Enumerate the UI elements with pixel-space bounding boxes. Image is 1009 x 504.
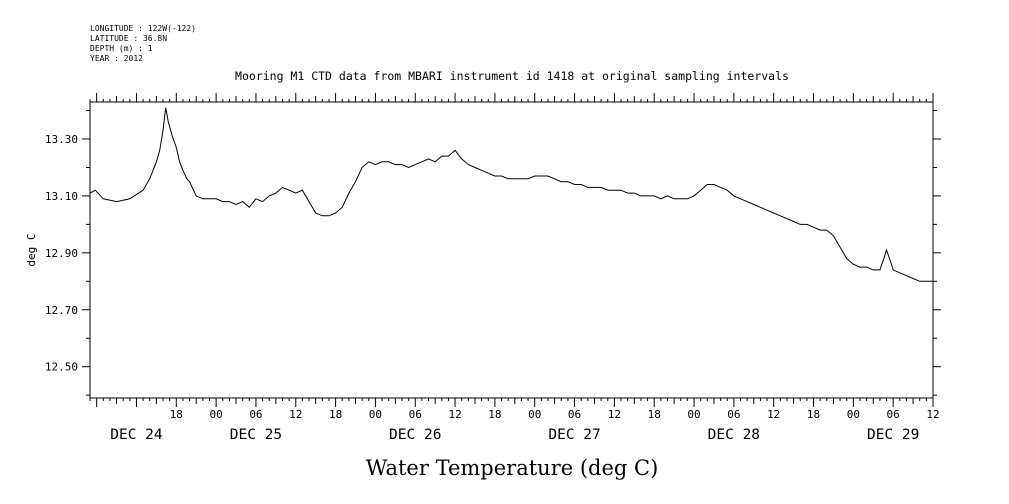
meta-year: YEAR : 2012 [90, 54, 143, 63]
y-tick-label: 12.90 [45, 247, 78, 260]
x-tick-label: 18 [329, 408, 342, 421]
meta-latitude: LATITUDE : 36.8N [90, 34, 167, 43]
x-tick-label: 00 [209, 408, 222, 421]
x-tick-label: 12 [448, 408, 461, 421]
x-day-label: DEC 28 [708, 427, 760, 443]
x-tick-label: 12 [926, 408, 939, 421]
x-tick-label: 12 [608, 408, 621, 421]
x-tick-label: 06 [727, 408, 740, 421]
plot-frame [89, 101, 934, 399]
series-line-water-temperature [89, 107, 933, 282]
x-tick-label: 00 [369, 408, 382, 421]
x-tick-label: 06 [887, 408, 900, 421]
y-tick-label: 13.10 [45, 190, 78, 203]
x-tick-label: 18 [648, 408, 661, 421]
x-day-label: DEC 26 [389, 427, 441, 443]
x-day-label: DEC 27 [548, 427, 600, 443]
x-day-label: DEC 29 [867, 427, 919, 443]
chart-title: Mooring M1 CTD data from MBARI instrumen… [235, 69, 789, 83]
x-tick-label: 00 [687, 408, 700, 421]
tick-layer [82, 93, 941, 407]
x-day-label: DEC 24 [110, 427, 163, 443]
x-tick-label: 06 [568, 408, 581, 421]
tick-label-layer: 18 00 06 12 18 00 06 12 18 00 06 12 18 00 06 12 18 00 06 12… [45, 133, 940, 443]
y-tick-label: 12.50 [45, 361, 78, 374]
x-axis-label: Water Temperature (deg C) [366, 456, 659, 480]
y-tick-label: 12.70 [45, 304, 78, 317]
x-tick-label: 18 [807, 408, 820, 421]
x-tick-label: 00 [528, 408, 541, 421]
x-tick-label: 18 [170, 408, 183, 421]
y-tick-label: 13.30 [45, 133, 78, 146]
x-tick-label: 06 [249, 408, 262, 421]
x-tick-label: 12 [767, 408, 780, 421]
x-tick-label: 00 [847, 408, 860, 421]
metadata-block: LONGITUDE : 122W(-122) LATITUDE : 36.8N … [90, 24, 196, 63]
meta-depth: DEPTH (m) : 1 [90, 44, 153, 53]
x-tick-label: 12 [289, 408, 302, 421]
x-tick-label: 18 [488, 408, 501, 421]
x-tick-label: 06 [409, 408, 422, 421]
y-axis-label: deg C [25, 233, 38, 266]
x-day-label: DEC 25 [230, 427, 282, 443]
meta-longitude: LONGITUDE : 122W(-122) [90, 24, 196, 33]
